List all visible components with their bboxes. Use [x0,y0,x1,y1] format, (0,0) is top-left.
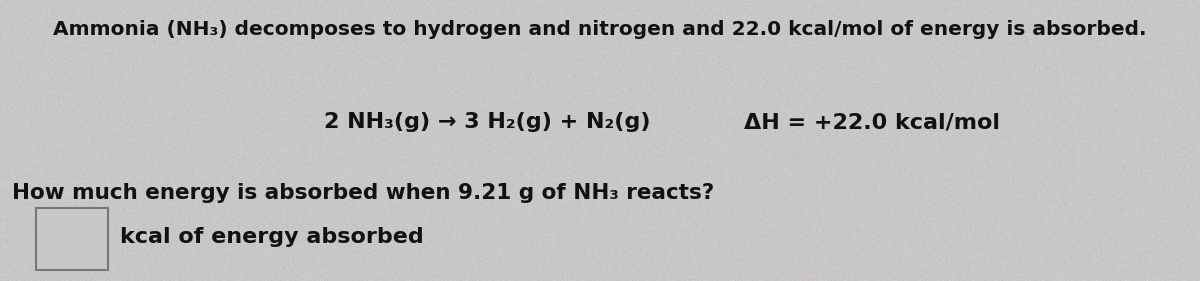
Text: kcal of energy absorbed: kcal of energy absorbed [120,227,424,248]
Text: Ammonia (NH₃) decomposes to hydrogen and nitrogen and 22.0 kcal/mol of energy is: Ammonia (NH₃) decomposes to hydrogen and… [53,20,1147,39]
Text: How much energy is absorbed when 9.21 g of NH₃ reacts?: How much energy is absorbed when 9.21 g … [12,183,714,203]
Text: 2 NH₃(g) → 3 H₂(g) + N₂(g): 2 NH₃(g) → 3 H₂(g) + N₂(g) [324,112,650,132]
Bar [36,208,108,270]
Text: ΔH = +22.0 kcal/mol: ΔH = +22.0 kcal/mol [744,112,1000,132]
